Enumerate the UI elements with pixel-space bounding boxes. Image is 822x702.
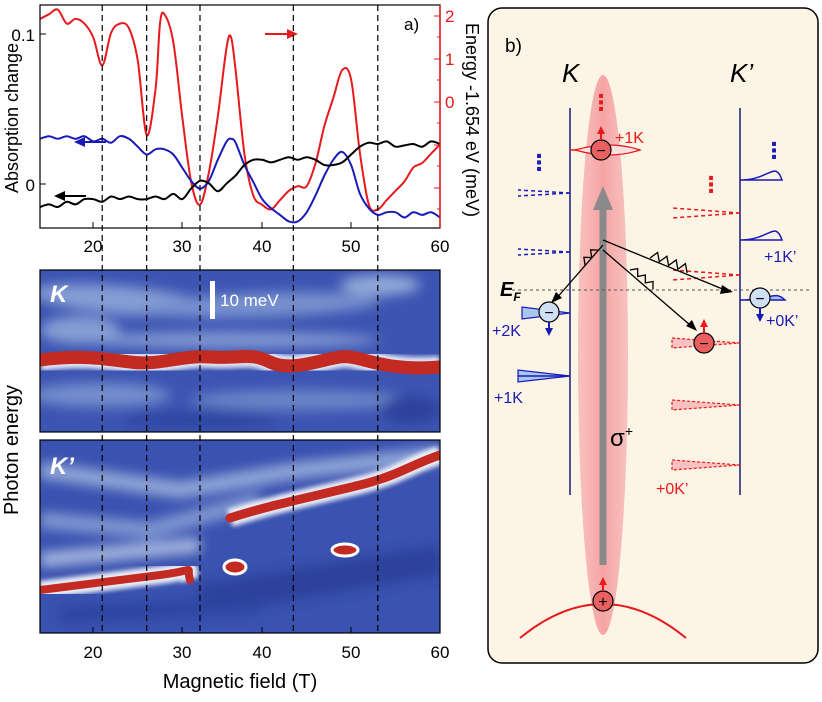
- x-tick-marks: [92, 222, 441, 633]
- scatter-line: [602, 239, 726, 291]
- level-label-plus1k-red: +1K: [615, 130, 644, 147]
- arrow-left-black: [54, 191, 86, 201]
- level-label-plus0kprime-red: +0K’: [656, 481, 688, 498]
- map-kprime: K’: [39, 439, 441, 634]
- map-kprime-label: K’: [50, 453, 74, 480]
- x-axis: 20 30 40 50 60 20 30 40 50 60 Magnetic f…: [1, 222, 449, 693]
- panel-b: b) K K’ EF ⋮ +2K +1K ⋮ +1K: [487, 7, 819, 664]
- x-tick-label: 20: [84, 643, 103, 662]
- kprime-spot: [330, 542, 360, 558]
- k-band: [40, 349, 440, 375]
- ef-label: EF: [500, 279, 521, 304]
- right-tick-label: 1: [445, 50, 454, 69]
- level-label-plus2k: +2K: [492, 323, 521, 340]
- absorption-curve-blue: [40, 135, 440, 224]
- svg-text:+: +: [598, 594, 607, 611]
- x-tick-label-top: 50: [342, 237, 361, 256]
- scale-bar: [210, 281, 215, 319]
- phonon-wave: [649, 251, 688, 274]
- scatter-line: [602, 249, 691, 326]
- map-k: K 10 meV: [39, 269, 441, 433]
- ylabel-right: Energy -1.654 eV (meV): [462, 23, 482, 217]
- valley-k-label: K: [562, 58, 581, 88]
- map-k-label: K: [50, 281, 69, 308]
- scale-bar-label: 10 meV: [220, 291, 279, 310]
- x-tick-label-top: 20: [84, 237, 103, 256]
- x-tick-label-top: 30: [173, 237, 192, 256]
- kprime-spot: [222, 558, 248, 576]
- electron-k-top: −: [590, 126, 612, 161]
- x-tick-label: 30: [173, 643, 192, 662]
- map-k-frame: [39, 269, 441, 433]
- x-tick-label: 40: [253, 643, 272, 662]
- absorption-curve-black: [40, 140, 440, 209]
- sigma-label: σ+: [610, 423, 633, 452]
- x-tick-label-top: 40: [253, 237, 272, 256]
- right-tick-label: 0: [445, 93, 454, 112]
- excitation-arrow-head: [593, 186, 613, 210]
- x-axis-label: Magnetic field (T): [163, 671, 318, 693]
- svg-text:−: −: [596, 143, 605, 160]
- kprime-band-lower: [40, 566, 194, 594]
- svg-text:−: −: [544, 305, 553, 322]
- left-tick-label: 0.1: [11, 26, 35, 45]
- dots-k-blue: ⋮: [528, 150, 550, 175]
- phonon-wave: [583, 249, 599, 266]
- phonon-wave: [629, 267, 654, 290]
- energy-curve-red: [40, 8, 440, 212]
- right-axis-ticks: [434, 15, 440, 210]
- map-ylabel: Photon energy: [1, 385, 23, 515]
- scatter-line: [554, 244, 604, 301]
- kprime-red-levels: [671, 207, 741, 471]
- arrow-left-blue: [74, 137, 106, 147]
- dashed-guides: [101, 5, 379, 633]
- dots-kprime-blue: ⋮: [763, 138, 785, 163]
- electron-kprime-lower: −: [693, 319, 715, 354]
- arrow-head: [720, 285, 733, 294]
- x-tick-label: 50: [342, 643, 361, 662]
- dots-k-red: ⋮: [590, 90, 612, 115]
- level-label-plus1k-blue: +1K: [494, 390, 523, 407]
- panel-b-frame: [487, 7, 819, 664]
- arrow-head: [551, 292, 562, 303]
- svg-text:−: −: [755, 291, 764, 308]
- level-label-plus0kprime-blue: +0K’: [766, 313, 798, 330]
- map-kprime-frame: [39, 439, 441, 634]
- ylabel-left: Absorption change: [2, 43, 22, 193]
- panel-b-label: b): [505, 36, 522, 57]
- hole-k: +: [592, 577, 614, 612]
- panel-a-label: a): [404, 15, 419, 34]
- x-tick-label-top: 60: [431, 237, 450, 256]
- electron-kprime-fermi: −: [749, 287, 771, 322]
- level-label-plus1kprime: +1K’: [764, 249, 796, 266]
- kprime-band-upper: [225, 450, 440, 523]
- arrow-right-red: [265, 29, 298, 39]
- x-tick-label: 60: [431, 643, 450, 662]
- left-tick-label: 0: [26, 176, 35, 195]
- valley-kprime-label: K’: [730, 58, 754, 88]
- dots-kprime-red: ⋮: [700, 172, 722, 197]
- electron-k-fermi: −: [538, 301, 560, 336]
- arrow-head: [686, 320, 697, 331]
- right-tick-label: 2: [445, 7, 454, 26]
- panel-a: 0.1 0 2 1 0 a) Absorption change Energy …: [2, 4, 482, 229]
- kprime-blue-levels: [739, 170, 787, 301]
- svg-text:−: −: [699, 336, 708, 353]
